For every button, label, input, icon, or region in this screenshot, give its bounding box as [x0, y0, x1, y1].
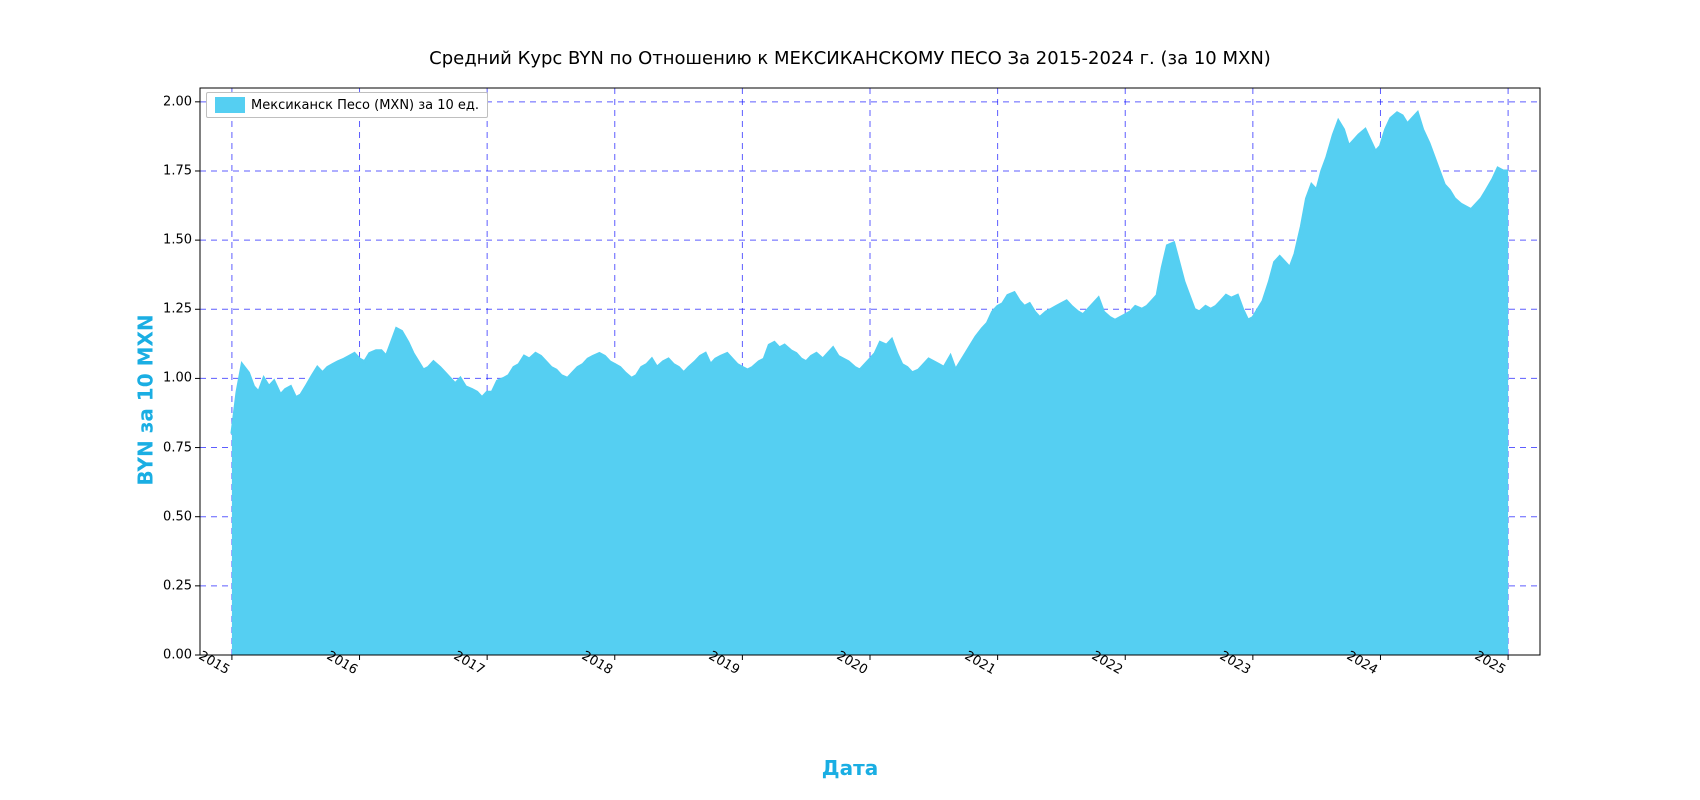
y-tick-label: 2.00 — [142, 94, 192, 109]
y-tick-label: 0.75 — [142, 440, 192, 455]
legend-swatch — [215, 97, 245, 113]
legend-label: Мексиканск Песо (MXN) за 10 ед. — [251, 98, 479, 113]
y-tick-label: 1.00 — [142, 371, 192, 386]
chart-container: Средний Курс BYN по Отношению к МЕКСИКАН… — [0, 0, 1700, 800]
y-tick-label: 1.75 — [142, 163, 192, 178]
legend: Мексиканск Песо (MXN) за 10 ед. — [206, 92, 488, 118]
y-tick-label: 1.25 — [142, 302, 192, 317]
y-tick-label: 0.50 — [142, 509, 192, 524]
y-tick-label: 1.50 — [142, 233, 192, 248]
y-tick-label: 0.00 — [142, 648, 192, 663]
y-tick-marks — [195, 102, 200, 655]
x-tick-marks — [232, 655, 1508, 660]
y-tick-label: 0.25 — [142, 578, 192, 593]
chart-svg — [0, 0, 1700, 800]
